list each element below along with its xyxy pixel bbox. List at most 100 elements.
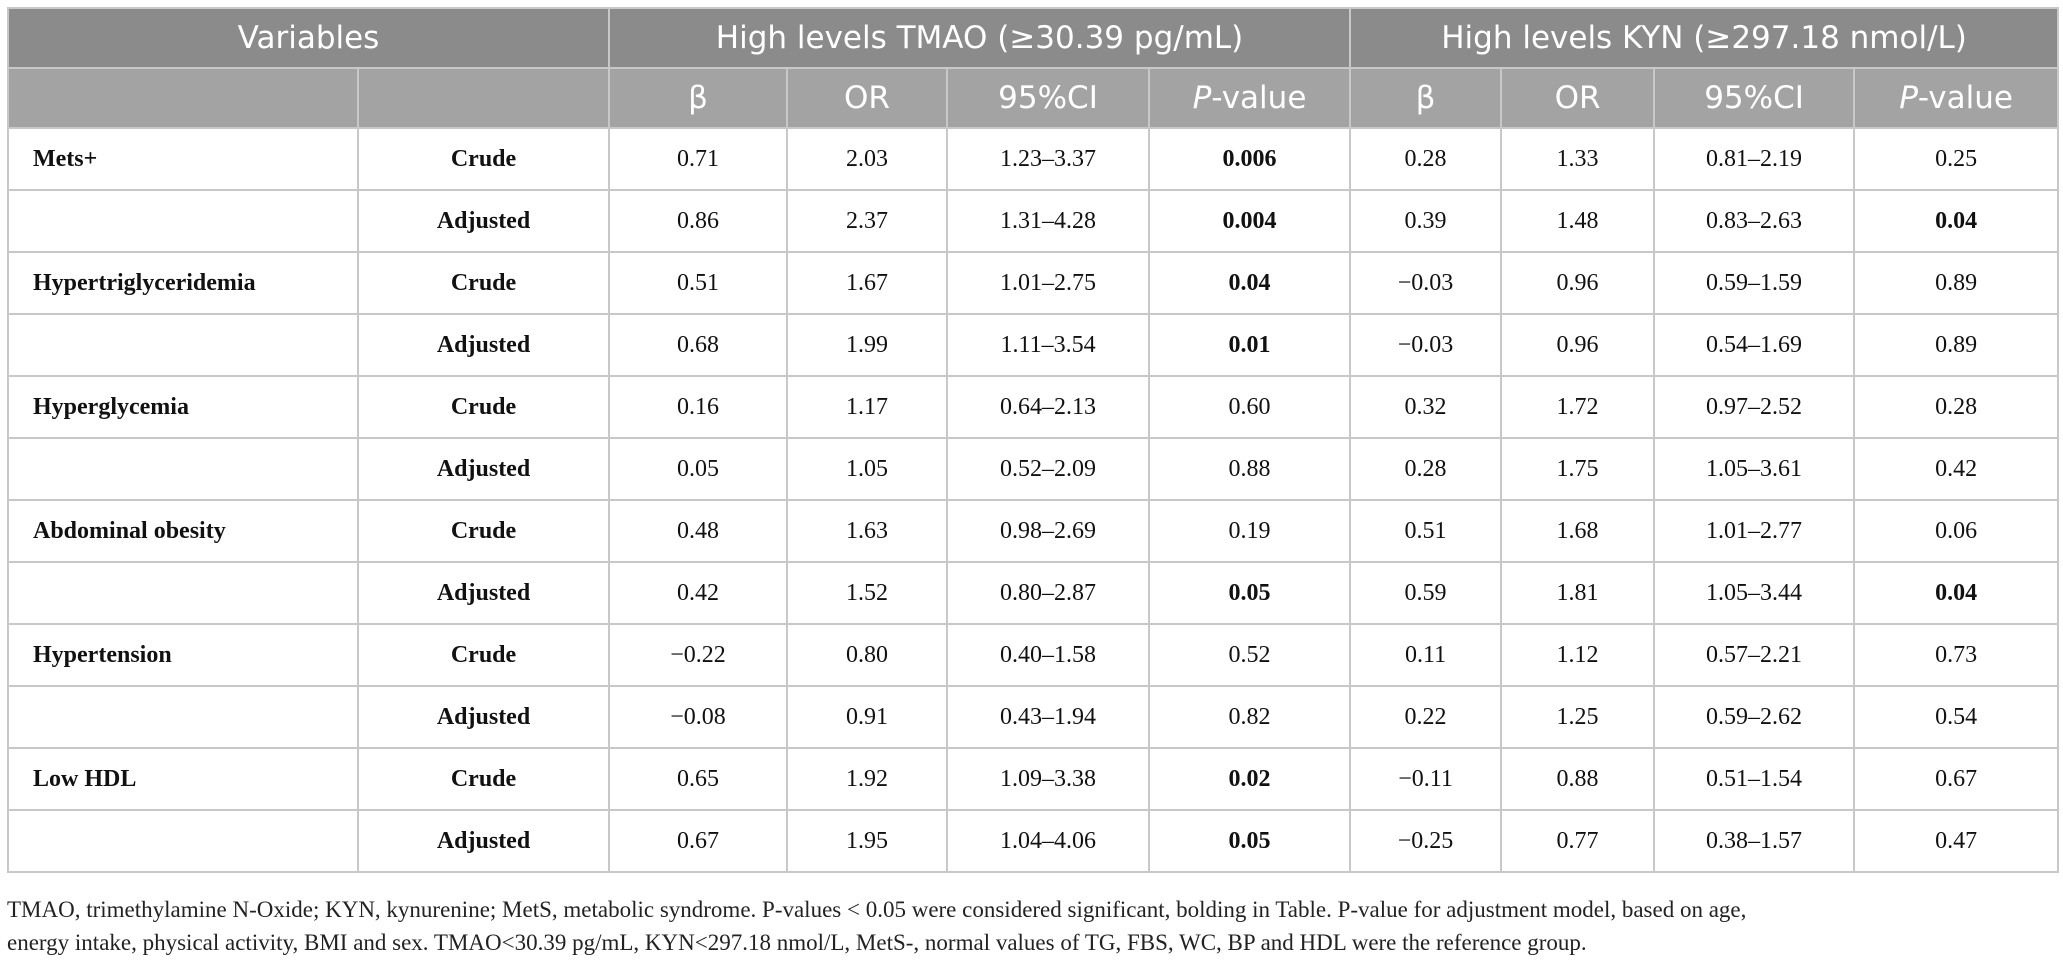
value-cell: 1.17 [786, 375, 949, 439]
value-cell: 1.05 [786, 437, 949, 501]
value-cell: 0.01 [1148, 313, 1352, 377]
value-cell: 0.51–1.54 [1653, 747, 1856, 811]
model-cell: Adjusted [356, 561, 611, 625]
value-cell: 0.02 [1148, 747, 1352, 811]
table-row: Adjusted 0.05 1.05 0.52–2.09 0.88 0.28 1.75 1.0… [7, 437, 2060, 501]
value-cell: 0.06 [1853, 499, 2060, 563]
header-cell: High levels KYN (≥297.18 nmol/L) [1349, 7, 2060, 69]
header-cell [7, 67, 359, 129]
value-cell: 0.25 [1853, 127, 2060, 191]
value-cell: 0.96 [1500, 313, 1656, 377]
value-cell: −0.03 [1349, 313, 1503, 377]
value-cell: 0.89 [1853, 313, 2060, 377]
value-cell: 0.51 [608, 251, 789, 315]
header-row: Variables High levels TMAO (≥30.39 pg/mL… [6, 7, 2060, 69]
variable-cell [7, 437, 359, 501]
value-cell: 1.68 [1500, 499, 1656, 563]
value-cell: 0.73 [1853, 623, 2060, 687]
table-row: Adjusted 0.68 1.99 1.11–3.54 0.01 −0.03 0.96 0.… [7, 313, 2060, 377]
value-cell: 0.52–2.09 [946, 437, 1151, 501]
header-cell: Variables [6, 7, 611, 69]
value-cell: −0.08 [608, 685, 789, 749]
table-row: Mets+ Crude 0.71 2.03 1.23–3.37 0.006 0.28 1.33… [7, 127, 2060, 191]
value-cell: 0.54 [1853, 685, 2060, 749]
value-cell: 1.01–2.77 [1653, 499, 1856, 563]
model-cell: Crude [356, 251, 611, 315]
value-cell: 0.47 [1853, 809, 2060, 873]
footnote-line: energy intake, physical activity, BMI an… [7, 930, 1587, 955]
value-cell: 0.65 [608, 747, 789, 811]
header-cell: 95%CI [946, 67, 1151, 129]
value-cell: 0.32 [1349, 375, 1503, 439]
value-cell: 1.48 [1500, 189, 1656, 253]
table-row: Abdominal obesity Crude 0.48 1.63 0.98–2.69 0… [7, 499, 2060, 563]
variable-cell: Mets+ [7, 127, 359, 191]
value-cell: 0.28 [1853, 375, 2060, 439]
header-cell: P-value [1853, 67, 2060, 129]
value-cell: −0.25 [1349, 809, 1503, 873]
value-cell: 0.28 [1349, 127, 1503, 191]
model-cell: Adjusted [356, 189, 611, 253]
variable-cell [7, 189, 359, 253]
value-cell: 0.59–2.62 [1653, 685, 1856, 749]
value-cell: 2.37 [786, 189, 949, 253]
subheader-row: β OR 95%CI P-value β OR 95%CI P-value [7, 67, 2060, 129]
model-cell: Adjusted [356, 437, 611, 501]
value-cell: 1.75 [1500, 437, 1656, 501]
value-cell: 1.31–4.28 [946, 189, 1151, 253]
value-cell: 0.57–2.21 [1653, 623, 1856, 687]
value-cell: 1.12 [1500, 623, 1656, 687]
value-cell: 1.04–4.06 [946, 809, 1151, 873]
variable-cell [7, 561, 359, 625]
header-cell: P-value [1148, 67, 1352, 129]
model-cell: Crude [356, 499, 611, 563]
header-cell [356, 67, 611, 129]
value-cell: 0.004 [1148, 189, 1352, 253]
value-cell: 0.05 [1148, 561, 1352, 625]
value-cell: 1.67 [786, 251, 949, 315]
value-cell: 0.81–2.19 [1653, 127, 1856, 191]
model-cell: Adjusted [356, 313, 611, 377]
table-row: Hypertension Crude −0.22 0.80 0.40–1.58 0.52 0… [7, 623, 2060, 687]
model-cell: Crude [356, 127, 611, 191]
value-cell: 0.88 [1148, 437, 1352, 501]
value-cell: 0.04 [1853, 189, 2060, 253]
value-cell: 0.64–2.13 [946, 375, 1151, 439]
variable-cell: Hypertension [7, 623, 359, 687]
value-cell: 0.04 [1148, 251, 1352, 315]
value-cell: 0.40–1.58 [946, 623, 1151, 687]
variable-cell: Hyperglycemia [7, 375, 359, 439]
footnote: TMAO, trimethylamine N-Oxide; KYN, kynur… [7, 893, 2057, 959]
value-cell: 0.04 [1853, 561, 2060, 625]
value-cell: −0.11 [1349, 747, 1503, 811]
variable-cell: Low HDL [7, 747, 359, 811]
model-cell: Crude [356, 747, 611, 811]
value-cell: 0.11 [1349, 623, 1503, 687]
value-cell: 0.48 [608, 499, 789, 563]
table-row: Adjusted 0.42 1.52 0.80–2.87 0.05 0.59 1.81 1.0… [7, 561, 2060, 625]
table-row: Low HDL Crude 0.65 1.92 1.09–3.38 0.02 −0.11 0.… [7, 747, 2060, 811]
value-cell: −0.22 [608, 623, 789, 687]
value-cell: 0.16 [608, 375, 789, 439]
value-cell: 0.38–1.57 [1653, 809, 1856, 873]
model-cell: Crude [356, 623, 611, 687]
value-cell: 0.86 [608, 189, 789, 253]
value-cell: 0.05 [608, 437, 789, 501]
variable-cell: Abdominal obesity [7, 499, 359, 563]
footnote-line: TMAO, trimethylamine N-Oxide; KYN, kynur… [7, 897, 1747, 922]
value-cell: 0.67 [608, 809, 789, 873]
value-cell: 0.39 [1349, 189, 1503, 253]
value-cell: 0.59 [1349, 561, 1503, 625]
value-cell: 1.09–3.38 [946, 747, 1151, 811]
value-cell: 1.11–3.54 [946, 313, 1151, 377]
model-cell: Crude [356, 375, 611, 439]
header-cell: β [608, 67, 789, 129]
table-row: Hyperglycemia Crude 0.16 1.17 0.64–2.13 0.60 0… [7, 375, 2060, 439]
value-cell: 0.59–1.59 [1653, 251, 1856, 315]
table-row: Adjusted 0.86 2.37 1.31–4.28 0.004 0.39 1.48 0.… [7, 189, 2060, 253]
value-cell: 0.91 [786, 685, 949, 749]
value-cell: 1.72 [1500, 375, 1656, 439]
value-cell: 1.63 [786, 499, 949, 563]
table-row: Hypertriglyceridemia Crude 0.51 1.67 1.01–2.… [7, 251, 2060, 315]
